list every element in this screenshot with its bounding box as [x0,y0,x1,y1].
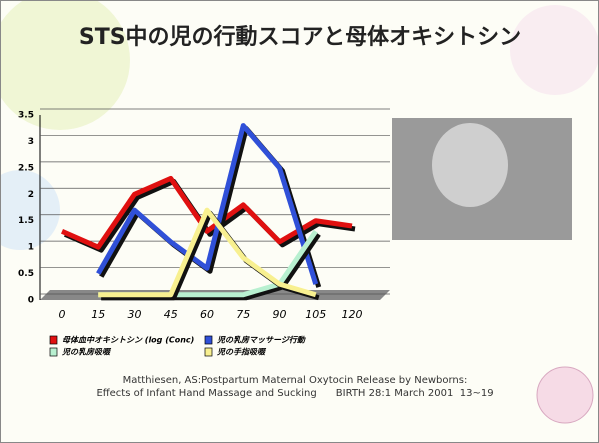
chart-title: STS中の児の行動スコアと母体オキシトシン [79,24,521,50]
citation: Matthiesen, AS:Postpartum Maternal Oxyto… [123,375,468,386]
legend-swatch [204,335,213,345]
x-tick-label: 45 [164,308,178,321]
legend-label: 児の手指吸啜 [216,348,267,357]
legend-label: 児の乳房マッサージ行動 [216,336,306,345]
y-tick-label: 2 [28,190,34,200]
x-tick-label: 75 [236,308,250,321]
y-tick-label: 2.5 [18,163,34,173]
x-tick-label: 60 [200,308,214,321]
y-tick-label: 1.5 [18,216,34,226]
photo-face [432,123,508,207]
series-line [60,175,353,250]
legend-swatch [49,335,58,345]
x-tick-label: 120 [342,308,363,321]
series-shadow [63,178,356,253]
x-tick-label: 0 [59,308,66,321]
x-tick-label: 105 [305,308,326,321]
series-line [98,207,317,298]
y-tick-label: 3.5 [18,111,34,121]
logo [536,366,594,424]
y-tick-label: 0.5 [18,269,34,279]
y-tick-label: 1 [28,243,34,253]
balloon [0,170,60,250]
citation: Effects of Infant Hand Massage and Sucki… [96,388,493,399]
legend-label: 児の乳房吸啜 [61,348,112,357]
legend-label: 母体血中オキシトシン (log (Conc) [62,336,194,345]
y-tick-label: 3 [28,137,34,147]
x-tick-label: 90 [273,308,287,321]
balloon [0,0,130,130]
legend-swatch [204,347,213,357]
series-line [96,123,319,285]
x-tick-label: 30 [128,308,142,321]
x-tick-label: 15 [91,308,105,321]
y-tick-label: 0 [28,296,34,306]
balloon [510,5,599,95]
legend-swatch [49,347,58,357]
